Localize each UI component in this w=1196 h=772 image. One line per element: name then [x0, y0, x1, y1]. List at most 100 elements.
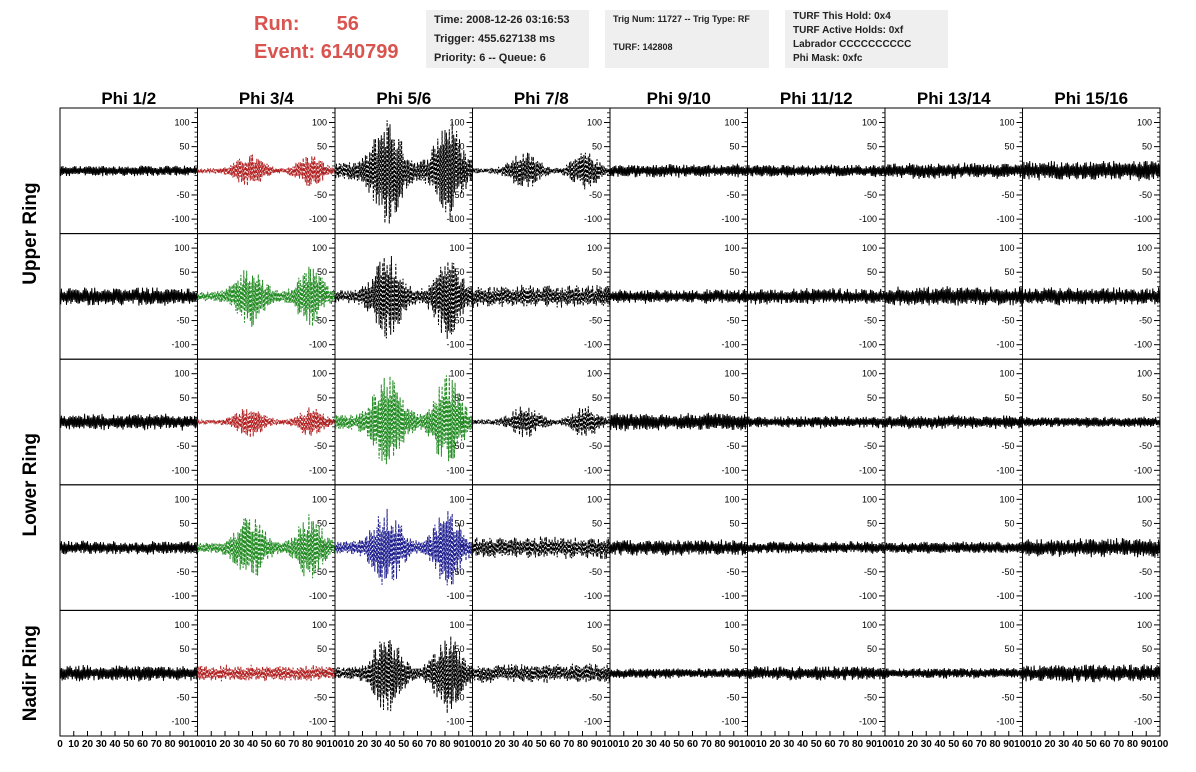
waveform-trace [609, 539, 748, 556]
y-tick-label: 50 [592, 393, 602, 403]
y-tick-label: 100 [1137, 243, 1152, 253]
x-tick-label: 0 [57, 739, 63, 750]
y-tick-label: 100 [449, 117, 464, 127]
y-tick-label: 100 [174, 369, 189, 379]
y-tick-label: -50 [1139, 692, 1152, 702]
y-tick-label: -100 [171, 717, 189, 727]
x-tick-label: 60 [549, 739, 561, 750]
y-tick-label: 100 [174, 117, 189, 127]
x-tick-label: 10 [1031, 739, 1043, 750]
y-tick-label: -50 [451, 692, 464, 702]
waveform-trace [197, 407, 336, 438]
waveform-trace [1022, 664, 1161, 683]
y-tick-label: 100 [862, 620, 877, 630]
y-tick-label: -100 [996, 214, 1014, 224]
y-tick-label: 50 [592, 518, 602, 528]
y-tick-label: 100 [724, 620, 739, 630]
priority-text: Priority: 6 -- Queue: 6 [434, 52, 546, 64]
y-tick-label: 100 [999, 117, 1014, 127]
y-tick-label: 50 [867, 393, 877, 403]
x-tick-label: 50 [811, 739, 823, 750]
y-tick-label: 100 [1137, 117, 1152, 127]
y-tick-label: -50 [314, 692, 327, 702]
y-tick-label: 50 [592, 644, 602, 654]
y-tick-label: -100 [309, 340, 327, 350]
x-tick-label: 100 [189, 739, 206, 750]
waveform-trace [747, 287, 886, 305]
event-line: Event: 6140799 [254, 38, 399, 66]
y-tick-label: 50 [179, 518, 189, 528]
waveform-trace [1022, 287, 1161, 306]
x-tick-label: 100 [1152, 739, 1169, 750]
x-tick-label: 50 [948, 739, 960, 750]
y-tick-label: 50 [454, 518, 464, 528]
y-tick-label: 50 [729, 518, 739, 528]
y-tick-label: 0 [597, 668, 602, 678]
y-tick-label: 100 [312, 243, 327, 253]
time-text: Time: 2008-12-26 03:16:53 [434, 14, 570, 26]
y-tick-label: 50 [867, 518, 877, 528]
x-tick-label: 50 [536, 739, 548, 750]
y-tick-label: -50 [864, 190, 877, 200]
x-tick-label: 10 [756, 739, 768, 750]
x-tick-label: 10 [618, 739, 630, 750]
waveform-trace [472, 406, 611, 438]
y-tick-label: -100 [309, 717, 327, 727]
run-line: Run: 56 [254, 10, 399, 38]
x-tick-label: 70 [426, 739, 438, 750]
y-tick-label: 50 [179, 644, 189, 654]
turf-info-box: TURF This Hold: 0x4 TURF Active Holds: 0… [785, 10, 948, 68]
y-tick-label: -50 [1001, 316, 1014, 326]
waveform-trace [884, 667, 1023, 679]
labrador-text: Labrador CCCCCCCCCC [793, 39, 912, 50]
waveform-trace [334, 375, 473, 465]
y-tick-label: -50 [726, 316, 739, 326]
y-tick-label: -50 [864, 441, 877, 451]
y-tick-label: -50 [589, 190, 602, 200]
x-tick-label: 20 [82, 739, 94, 750]
x-tick-label: 90 [316, 739, 328, 750]
waveform-trace [1022, 416, 1161, 428]
y-tick-label: -50 [1001, 567, 1014, 577]
y-tick-label: 50 [317, 518, 327, 528]
row-label: Upper Ring [20, 182, 41, 284]
y-tick-label: -100 [1134, 214, 1152, 224]
y-tick-label: 50 [1142, 393, 1152, 403]
x-tick-label: 70 [1113, 739, 1125, 750]
y-tick-label: -100 [859, 591, 877, 601]
waveform-trace [334, 508, 473, 586]
y-tick-label: -50 [726, 441, 739, 451]
y-tick-label: -100 [996, 340, 1014, 350]
y-tick-label: -50 [176, 692, 189, 702]
y-tick-label: -50 [1139, 190, 1152, 200]
y-tick-label: 50 [1142, 267, 1152, 277]
waveform-trace [197, 154, 336, 186]
y-tick-label: -100 [721, 717, 739, 727]
y-tick-label: 100 [999, 494, 1014, 504]
y-tick-label: 50 [1142, 518, 1152, 528]
y-tick-label: -50 [1139, 441, 1152, 451]
x-tick-label: 60 [137, 739, 149, 750]
x-tick-label: 70 [701, 739, 713, 750]
x-tick-label: 40 [934, 739, 946, 750]
y-tick-label: -50 [314, 567, 327, 577]
waveform-trace [334, 255, 473, 339]
y-tick-label: -50 [864, 567, 877, 577]
x-tick-label: 60 [687, 739, 699, 750]
y-tick-label: 50 [867, 644, 877, 654]
y-tick-label: 100 [1137, 620, 1152, 630]
y-tick-label: 50 [1004, 142, 1014, 152]
x-tick-label: 10 [893, 739, 905, 750]
x-tick-label: 80 [1127, 739, 1139, 750]
y-tick-label: -50 [314, 441, 327, 451]
trig-text: Trig Num: 11727 -- Trig Type: RF [613, 14, 750, 24]
y-tick-label: 100 [587, 243, 602, 253]
y-tick-label: -100 [584, 717, 602, 727]
waveform-trace [472, 152, 611, 190]
y-tick-label: -50 [864, 692, 877, 702]
y-tick-label: 100 [587, 369, 602, 379]
x-tick-label: 100 [1014, 739, 1031, 750]
x-tick-label: 40 [247, 739, 259, 750]
y-tick-label: -100 [171, 465, 189, 475]
y-tick-label: -100 [446, 340, 464, 350]
